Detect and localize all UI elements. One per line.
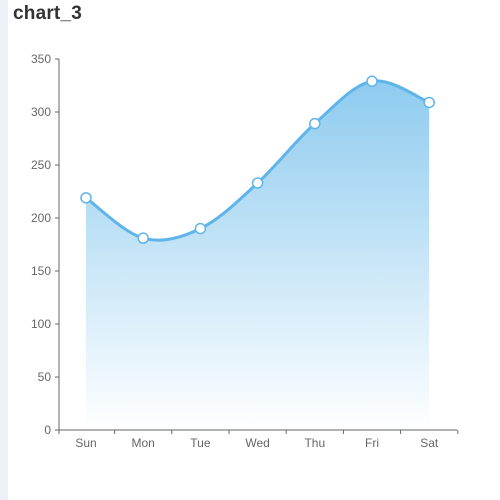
- data-point-marker[interactable]: [80, 192, 92, 204]
- x-tick-label: Tue: [190, 436, 211, 450]
- y-axis-ticks: 0 50 100 150 200 250 300 350: [31, 52, 59, 437]
- y-tick-label: 100: [31, 317, 51, 331]
- y-tick-label: 50: [38, 370, 52, 384]
- data-point-marker[interactable]: [366, 75, 378, 88]
- x-tick-label: Thu: [304, 436, 325, 450]
- data-point-marker[interactable]: [137, 232, 149, 244]
- y-tick-label: 150: [31, 264, 51, 278]
- data-point-marker[interactable]: [423, 96, 435, 109]
- x-tick-label: Wed: [245, 436, 269, 450]
- data-point-marker[interactable]: [251, 177, 264, 189]
- y-tick-label: 350: [31, 52, 51, 66]
- x-tick-label: Sun: [75, 436, 96, 450]
- data-markers: [80, 75, 435, 244]
- x-axis-ticks: Sun Mon Tue Wed Thu Fri Sat: [58, 430, 459, 450]
- x-tick-label: Fri: [365, 436, 379, 450]
- left-page-strip: [0, 0, 8, 500]
- y-tick-label: 0: [44, 423, 51, 437]
- x-tick-label: Mon: [132, 436, 155, 450]
- area-fill: [86, 80, 430, 431]
- y-tick-label: 200: [31, 211, 51, 225]
- chart-title: chart_3: [13, 3, 82, 24]
- x-tick-label: Sat: [420, 436, 439, 450]
- data-point-marker[interactable]: [194, 222, 207, 235]
- y-tick-label: 250: [31, 158, 51, 172]
- data-point-marker[interactable]: [309, 117, 321, 130]
- y-tick-label: 300: [31, 105, 51, 119]
